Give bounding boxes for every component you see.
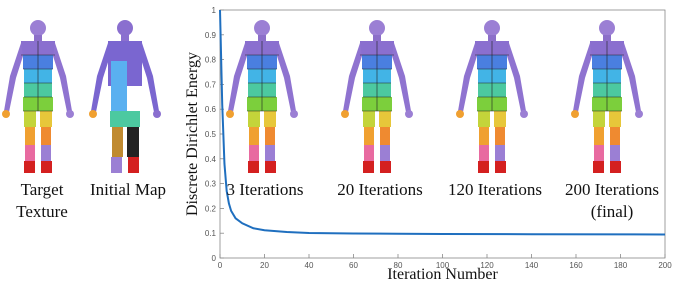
x-tick-label: 120 — [480, 261, 494, 270]
target-texture-image — [1, 19, 75, 174]
y-axis-label: Discrete Dirichlet Energy — [184, 52, 201, 216]
inset-image — [455, 19, 529, 174]
y-tick-label: 0 — [212, 254, 217, 263]
caption: 3 Iterations — [227, 180, 304, 199]
y-tick-label: 0.1 — [205, 229, 217, 238]
caption: (final) — [591, 202, 633, 221]
x-tick-label: 100 — [436, 261, 450, 270]
y-tick-label: 0.8 — [205, 56, 217, 65]
caption: Target — [21, 180, 64, 199]
inset-image — [225, 19, 299, 174]
initial-map-image — [89, 20, 161, 173]
caption: 20 Iterations — [337, 180, 422, 199]
x-tick-label: 160 — [569, 261, 583, 270]
y-tick-label: 0.3 — [205, 180, 217, 189]
x-tick-label: 0 — [218, 261, 223, 270]
y-tick-label: 0.6 — [205, 105, 217, 114]
x-tick-label: 140 — [525, 261, 539, 270]
y-tick-label: 0.9 — [205, 31, 217, 40]
x-tick-label: 200 — [658, 261, 672, 270]
x-tick-label: 180 — [614, 261, 628, 270]
line-series — [219, 9, 666, 236]
x-axis-label: Iteration Number — [387, 266, 498, 283]
inset-image — [570, 19, 644, 174]
y-tick-label: 0.4 — [205, 155, 217, 164]
y-tick-label: 0.2 — [205, 204, 217, 213]
inset-image — [340, 19, 414, 174]
caption: 120 Iterations — [448, 180, 542, 199]
x-tick-label: 20 — [260, 261, 269, 270]
x-tick-label: 40 — [305, 261, 314, 270]
caption: 200 Iterations — [565, 180, 659, 199]
x-tick-label: 60 — [349, 261, 358, 270]
caption: Initial Map — [90, 180, 166, 199]
y-tick-label: 0.5 — [205, 130, 217, 139]
caption: Texture — [16, 202, 68, 221]
y-tick-label: 0.7 — [205, 80, 217, 89]
y-tick-label: 1 — [212, 6, 217, 15]
x-tick-label: 80 — [394, 261, 403, 270]
